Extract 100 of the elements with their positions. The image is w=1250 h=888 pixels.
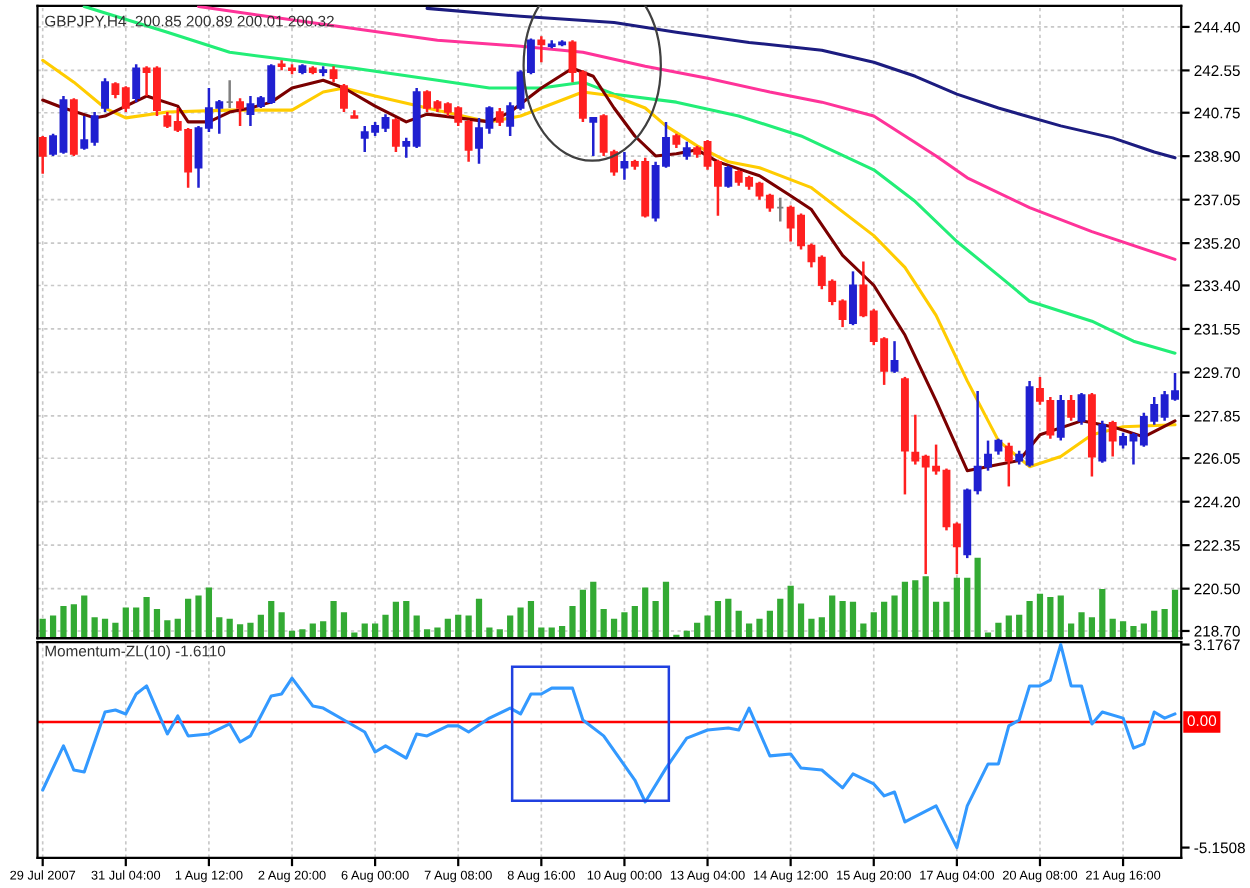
candlestick	[1077, 391, 1086, 427]
candlestick	[391, 116, 400, 154]
bar	[91, 617, 98, 639]
bar	[912, 580, 919, 639]
candlestick	[1056, 393, 1065, 442]
bar	[164, 620, 171, 639]
candlestick	[589, 116, 598, 158]
bar	[226, 618, 233, 639]
bar	[881, 601, 888, 639]
candlestick	[1108, 419, 1117, 458]
candlestick	[526, 37, 535, 76]
bar	[507, 615, 514, 639]
bar	[60, 605, 67, 639]
bar	[964, 577, 971, 639]
candlestick	[236, 96, 245, 128]
bar	[974, 557, 981, 639]
candlestick	[101, 76, 109, 114]
bar	[1130, 625, 1137, 639]
bar	[610, 618, 618, 639]
bar	[704, 615, 711, 639]
candlestick	[1098, 419, 1107, 464]
bar	[777, 598, 784, 639]
bar	[766, 610, 773, 639]
candlestick	[1067, 393, 1076, 423]
bar	[1005, 615, 1012, 639]
bar	[81, 595, 88, 639]
bar	[268, 601, 275, 639]
bar	[922, 576, 929, 639]
bar	[1036, 593, 1044, 639]
bar	[1109, 618, 1116, 639]
bar	[849, 601, 857, 639]
bar	[953, 577, 960, 639]
bar	[735, 610, 742, 639]
candlestick	[132, 63, 141, 104]
bar	[943, 601, 950, 639]
bar	[216, 617, 223, 639]
bar	[652, 601, 659, 639]
bar	[153, 609, 161, 639]
bar	[185, 598, 192, 639]
bar	[1161, 609, 1168, 639]
bar	[818, 617, 825, 639]
bar	[631, 605, 638, 639]
bar	[787, 585, 794, 639]
bar	[434, 627, 441, 639]
bar	[870, 612, 877, 639]
bar	[382, 614, 389, 639]
candlestick	[1004, 441, 1013, 488]
bar	[725, 598, 732, 639]
bar	[600, 609, 607, 639]
bar	[486, 627, 493, 639]
bar	[569, 605, 576, 639]
bar	[413, 615, 420, 639]
candlestick	[724, 164, 733, 189]
candlestick	[620, 150, 629, 181]
bar	[839, 601, 846, 639]
bar	[995, 622, 1002, 639]
candlestick	[537, 35, 546, 64]
bar	[621, 612, 628, 639]
bar	[1047, 597, 1054, 639]
bar	[642, 587, 649, 639]
bar	[590, 581, 597, 639]
bar	[797, 603, 805, 639]
bar	[527, 601, 535, 639]
bar	[174, 618, 181, 639]
bar	[1016, 614, 1023, 639]
bar	[475, 598, 483, 639]
bar	[1119, 621, 1127, 639]
bar	[278, 612, 285, 639]
bar	[101, 618, 109, 639]
bar	[330, 601, 337, 639]
bar	[1078, 612, 1085, 639]
bar	[756, 618, 763, 639]
bar	[320, 621, 327, 639]
bar	[39, 618, 46, 639]
bar	[299, 629, 306, 639]
bar	[133, 607, 140, 639]
bar	[49, 615, 57, 639]
line-series	[41, 643, 1177, 850]
bar	[1171, 589, 1179, 639]
bar	[808, 618, 815, 639]
bar	[257, 614, 264, 639]
bar	[714, 601, 722, 639]
candlestick	[890, 339, 899, 375]
bar	[465, 615, 472, 639]
bar	[932, 601, 940, 639]
bar	[1026, 601, 1033, 639]
bar	[1088, 617, 1096, 639]
bar	[444, 618, 451, 639]
bar	[236, 624, 244, 639]
candlestick	[38, 134, 47, 176]
candlestick	[849, 270, 857, 327]
bar	[1099, 589, 1106, 639]
bar	[122, 607, 129, 639]
bar	[891, 595, 898, 639]
bar	[403, 601, 410, 639]
bar	[517, 607, 524, 639]
bar	[143, 597, 150, 639]
bar	[1057, 595, 1064, 639]
bar	[662, 581, 670, 639]
bar	[205, 587, 213, 639]
